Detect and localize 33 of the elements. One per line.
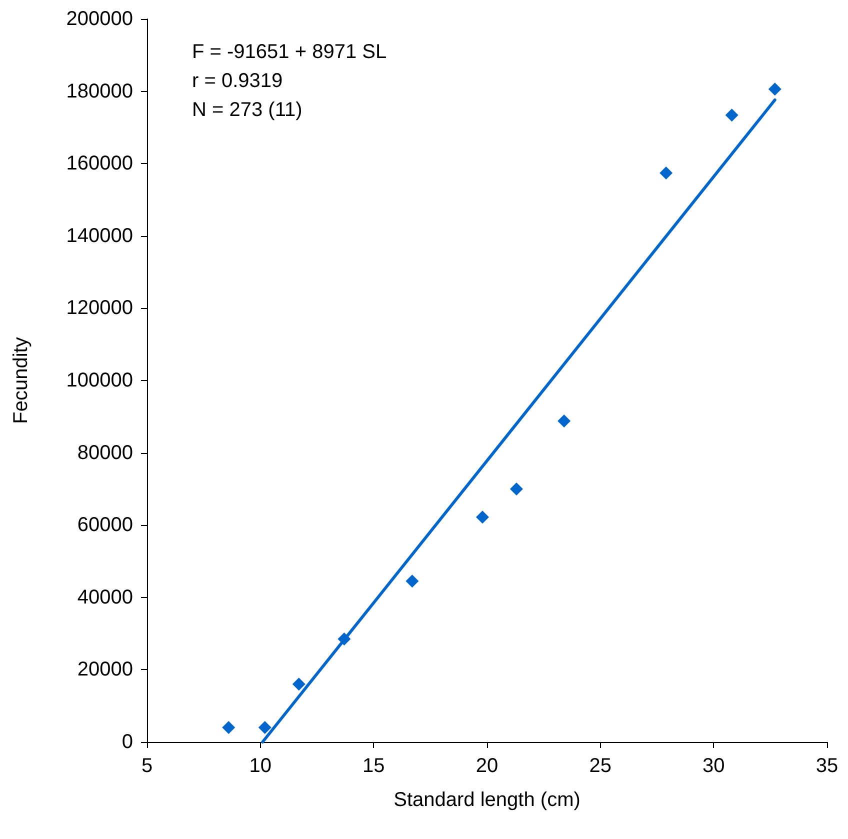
point [406, 574, 419, 588]
point [725, 108, 738, 122]
y-axis-title: Fecundity [10, 337, 32, 424]
x-tick-label: 5 [141, 755, 153, 777]
point [476, 510, 489, 524]
x-tick-label: 35 [816, 755, 838, 777]
y-tick-label: 40000 [77, 586, 133, 608]
annotation: F = -91651 + 8971 SL [192, 41, 387, 63]
x-axis-title: Standard length (cm) [394, 789, 580, 811]
x-tick-label: 20 [476, 755, 498, 777]
annotation: N = 273 (11) [192, 99, 302, 121]
y-tick-label: 100000 [66, 370, 133, 392]
y-tick-label: 200000 [66, 8, 133, 30]
point [660, 166, 673, 180]
y-tick-label: 160000 [66, 152, 133, 175]
point [558, 414, 571, 428]
point [510, 482, 523, 496]
point [292, 678, 306, 691]
point [222, 721, 236, 734]
point [768, 82, 782, 96]
y-tick-label: 120000 [66, 297, 133, 320]
x-tick-label: 30 [702, 755, 725, 777]
y-tick-label: 80000 [77, 442, 133, 464]
y-tick-label: 140000 [66, 224, 133, 247]
x-tick-label: 25 [589, 755, 612, 777]
annotation: r = 0.9319 [192, 70, 283, 92]
x-tick-label: 10 [249, 755, 272, 777]
y-tick-label: 20000 [77, 658, 133, 681]
y-tick-label: 0 [122, 731, 133, 753]
x-tick-label: 15 [362, 755, 385, 777]
y-tick-label: 180000 [66, 80, 133, 102]
point [258, 721, 272, 734]
y-tick-label: 60000 [77, 514, 133, 536]
